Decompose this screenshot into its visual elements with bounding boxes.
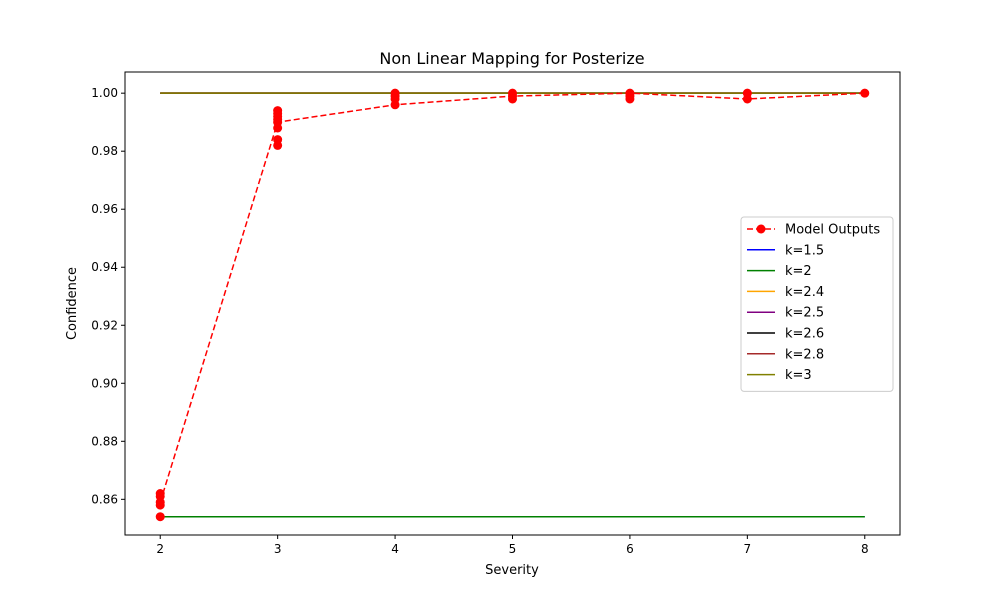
data-point [508, 88, 517, 98]
plot-area [155, 88, 870, 522]
legend-label: k=3 [785, 368, 812, 383]
data-point [625, 88, 635, 98]
data-point [273, 106, 283, 116]
x-axis-label: Severity [485, 563, 539, 578]
y-tick-label: 0.98 [91, 144, 118, 158]
data-point [860, 88, 870, 98]
x-tick-label: 4 [391, 542, 399, 556]
data-point [155, 512, 165, 522]
y-tick-label: 1.00 [91, 86, 118, 100]
data-point [155, 489, 165, 499]
x-tick-label: 3 [274, 542, 282, 556]
x-tick-label: 7 [744, 542, 752, 556]
legend-label: k=2.4 [785, 285, 824, 300]
y-axis: 0.86 0.88 0.90 0.92 0.94 0.96 0.98 1.00 [91, 86, 125, 506]
legend-label: k=2 [785, 264, 812, 279]
legend-label: k=2.5 [785, 306, 824, 321]
legend-label: k=2.8 [785, 347, 824, 362]
y-axis-label: Confidence [65, 267, 80, 340]
legend-marker [756, 224, 766, 234]
legend-box [740, 216, 894, 392]
data-point [273, 135, 283, 145]
x-axis: 2 3 4 5 6 7 8 [156, 535, 869, 556]
x-tick-label: 5 [509, 542, 517, 556]
x-tick-label: 6 [626, 542, 634, 556]
legend-label: k=1.5 [785, 243, 824, 258]
legend-label: Model Outputs [785, 223, 880, 238]
y-tick-label: 0.94 [91, 260, 118, 274]
y-tick-label: 0.96 [91, 202, 118, 216]
data-point [390, 88, 400, 98]
x-tick-label: 2 [156, 542, 164, 556]
data-point [742, 88, 752, 98]
chart-title: Non Linear Mapping for Posterize [379, 49, 644, 68]
y-tick-label: 0.90 [91, 376, 118, 390]
y-tick-label: 0.92 [91, 318, 118, 332]
y-tick-label: 0.86 [91, 492, 118, 506]
y-tick-label: 0.88 [91, 434, 118, 448]
legend: Model Outputs k=1.5 k=2 k=2.4 k=2.5 k=2.6 k=2.… [740, 216, 894, 392]
x-tick-label: 8 [861, 542, 869, 556]
legend-label: k=2.6 [785, 327, 824, 342]
